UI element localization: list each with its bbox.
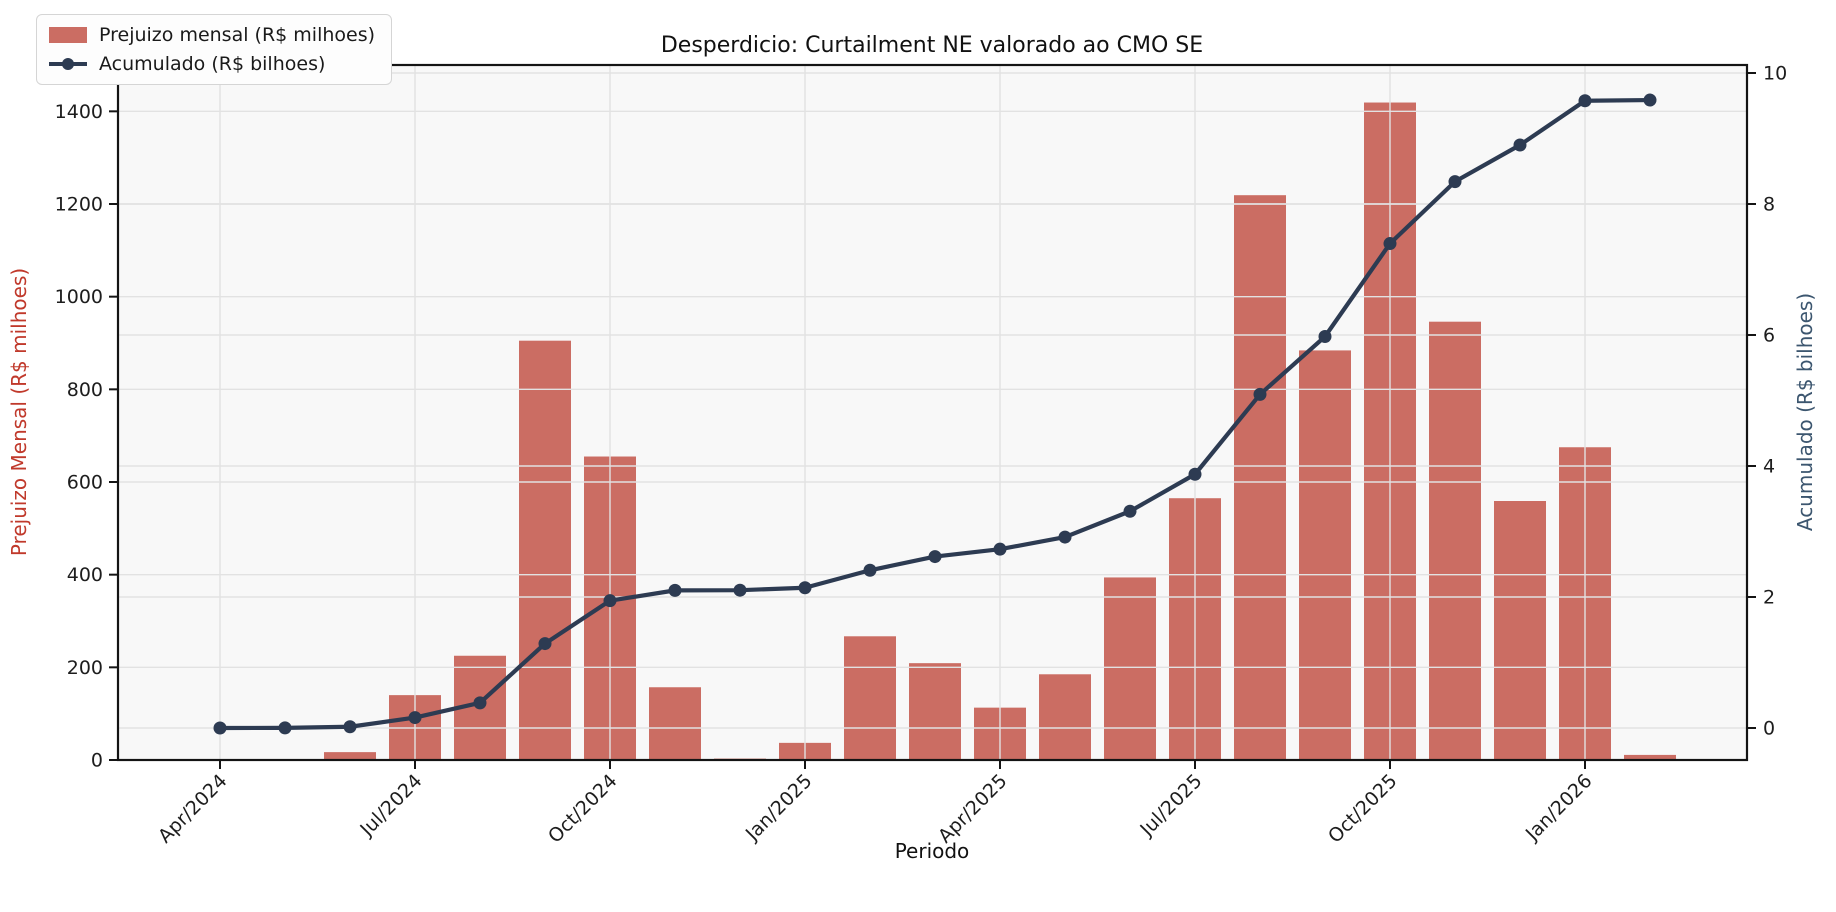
- bar-Nov/2025: [1429, 321, 1481, 760]
- line-series: [213, 93, 1657, 735]
- line-marker-Mar/2025: [928, 550, 942, 564]
- line-marker-Feb/2025: [863, 563, 877, 577]
- line-marker-Aug/2025: [1253, 387, 1267, 401]
- chart-title: Desperdicio: Curtailment NE valorado ao …: [661, 33, 1203, 58]
- line-marker-May/2025: [1058, 530, 1072, 544]
- x-tick-label: Oct/2024: [544, 770, 622, 848]
- line-marker-Dec/2025: [1513, 138, 1527, 152]
- bar-Feb/2025: [844, 636, 896, 760]
- x-tick-label: Jul/2025: [1135, 770, 1206, 841]
- x-tick-label: Jan/2026: [1521, 770, 1597, 846]
- legend: Prejuizo mensal (R$ milhoes) Acumulado (…: [36, 14, 393, 85]
- legend-line-swatch-icon: [49, 56, 87, 72]
- left-tick-label: 400: [67, 564, 103, 586]
- y-axis-label-left: Prejuizo Mensal (R$ milhoes): [7, 268, 31, 556]
- right-tick-label: 10: [1763, 63, 1787, 85]
- line-marker-Nov/2024: [668, 583, 682, 597]
- line-marker-Jul/2024: [408, 711, 422, 725]
- left-tick-label: 1000: [55, 286, 103, 308]
- bar-Aug/2025: [1234, 195, 1286, 761]
- line-marker-Sep/2025: [1318, 330, 1332, 344]
- bar-Jun/2024: [324, 752, 376, 760]
- bar-May/2025: [1039, 674, 1091, 760]
- left-tick-label: 1200: [55, 194, 103, 216]
- line-marker-Feb/2026: [1643, 93, 1657, 107]
- axes-spines: [116, 63, 1749, 762]
- right-tick-label: 8: [1763, 194, 1775, 216]
- line-marker-Dec/2024: [733, 583, 747, 597]
- x-tick-label: Apr/2024: [154, 770, 232, 848]
- right-tick-label: 0: [1763, 718, 1775, 740]
- line-marker-Oct/2025: [1383, 237, 1397, 251]
- left-tick-label: 200: [67, 657, 103, 679]
- line-marker-May/2024: [278, 721, 292, 735]
- line-marker-Jan/2025: [798, 581, 812, 595]
- legend-bar-swatch-icon: [49, 27, 87, 43]
- bar-Sep/2025: [1299, 350, 1351, 760]
- bar-Mar/2025: [909, 663, 961, 760]
- x-tick-label: Apr/2025: [934, 770, 1012, 848]
- line-marker-Apr/2024: [213, 721, 227, 735]
- line-marker-Oct/2024: [603, 594, 617, 608]
- x-tick-label: Oct/2025: [1324, 770, 1402, 848]
- left-tick-label: 600: [67, 472, 103, 494]
- right-tick-label: 2: [1763, 587, 1775, 609]
- left-tick-label: 1400: [55, 101, 103, 123]
- legend-item-cumulative: Acumulado (R$ bilhoes): [49, 53, 375, 75]
- legend-item-monthly: Prejuizo mensal (R$ milhoes): [49, 24, 375, 46]
- line-marker-Nov/2025: [1448, 175, 1462, 189]
- left-tick-label: 800: [67, 379, 103, 401]
- line-marker-Jan/2026: [1578, 94, 1592, 108]
- x-axis-label: Periodo: [895, 839, 970, 863]
- plot-border: [116, 63, 1749, 762]
- right-tick-label: 4: [1763, 456, 1775, 478]
- right-tick-label: 6: [1763, 325, 1775, 347]
- x-tick-label: Jul/2024: [355, 770, 426, 841]
- y-axis-label-right: Acumulado (R$ bilhoes): [1793, 293, 1817, 531]
- line-marker-Sep/2024: [538, 637, 552, 651]
- bar-Nov/2024: [649, 687, 701, 760]
- x-tick-label: Jan/2025: [741, 770, 817, 846]
- bar-Feb/2026: [1624, 754, 1676, 760]
- line-marker-Jul/2025: [1188, 467, 1202, 481]
- legend-item-label: Acumulado (R$ bilhoes): [99, 53, 326, 75]
- left-tick-label: 0: [91, 750, 103, 772]
- line-marker-Jun/2025: [1123, 504, 1137, 518]
- line-marker-Apr/2025: [993, 542, 1007, 556]
- line-marker-Jun/2024: [343, 720, 357, 734]
- bar-Sep/2024: [519, 340, 571, 760]
- bar-Jun/2025: [1104, 577, 1156, 760]
- line-marker-Aug/2024: [473, 696, 487, 710]
- legend-item-label: Prejuizo mensal (R$ milhoes): [99, 24, 376, 46]
- bar-Dec/2025: [1494, 500, 1546, 760]
